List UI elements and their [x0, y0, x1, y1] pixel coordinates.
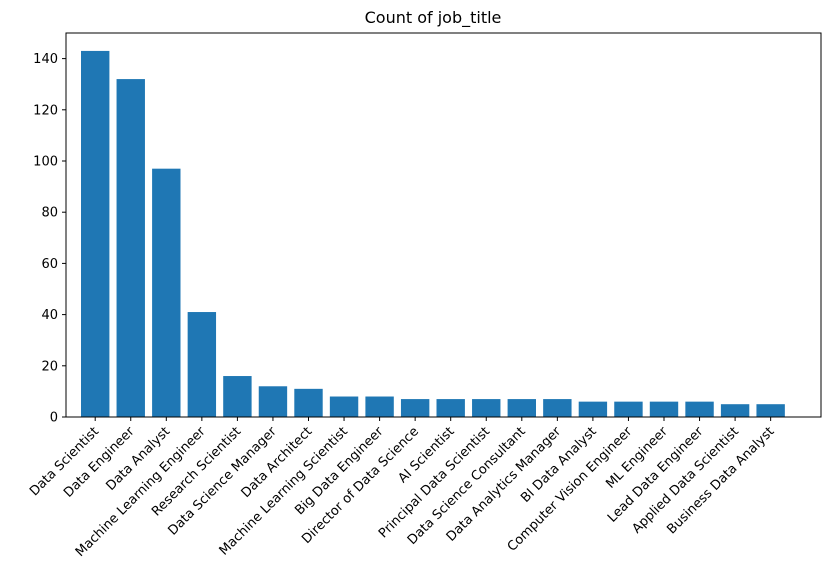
bar [578, 401, 608, 417]
bar [472, 399, 501, 417]
y-tick-label: 60 [41, 257, 58, 272]
bars-group [81, 50, 785, 418]
y-tick-label: 100 [33, 155, 58, 170]
y-axis: 0 20 40 60 80 100 120 140 [33, 52, 66, 426]
y-tick-label: 40 [41, 308, 58, 323]
y-tick-label: 20 [41, 359, 58, 374]
bar [685, 401, 714, 417]
bar [152, 168, 181, 417]
y-tick-label: 0 [50, 411, 58, 426]
bar [543, 399, 572, 417]
bar [756, 404, 785, 417]
bar [258, 386, 288, 417]
bar [614, 401, 643, 417]
bar [436, 399, 465, 417]
bar [649, 401, 679, 417]
bar [116, 79, 145, 417]
bar [400, 399, 430, 417]
plot-frame [65, 32, 822, 418]
bar [720, 404, 750, 417]
bar [81, 50, 110, 418]
y-tick-label: 140 [33, 52, 58, 67]
chart-title: Count of job_title [365, 8, 502, 28]
x-tick-label: Machine Learning Engineer [73, 424, 209, 560]
bar [507, 399, 536, 417]
bar [223, 376, 252, 417]
bar [187, 312, 217, 417]
axes-frame [65, 32, 822, 418]
y-tick-label: 120 [33, 103, 58, 118]
bar [365, 396, 394, 417]
bar [329, 396, 359, 417]
bar [294, 388, 323, 417]
y-tick-label: 80 [41, 206, 58, 221]
